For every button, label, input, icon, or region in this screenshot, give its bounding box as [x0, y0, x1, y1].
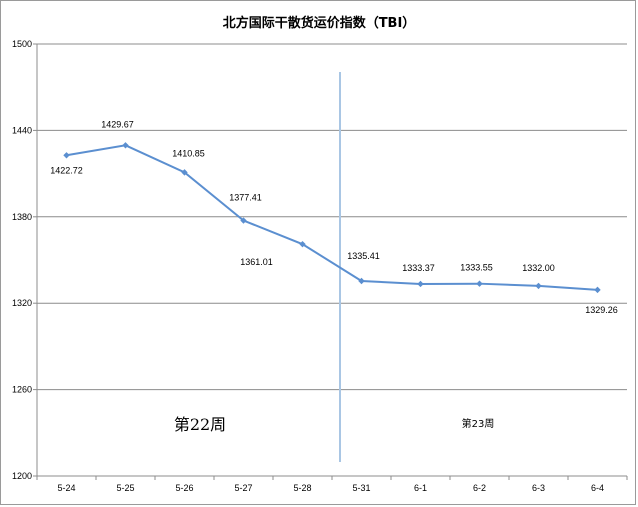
data-point-marker	[417, 280, 424, 288]
data-label: 1429.67	[101, 119, 134, 129]
data-point-marker	[594, 286, 601, 294]
y-tick-label: 1500	[12, 39, 32, 49]
x-tick-label: 5-25	[116, 483, 134, 493]
data-point-marker	[240, 217, 247, 224]
data-point-marker	[476, 280, 483, 287]
chart-title: 北方国际干散货运价指数（TBI）	[222, 16, 416, 31]
data-point-marker	[299, 240, 306, 248]
data-label: 1410.85	[172, 148, 205, 158]
x-tick-label: 5-26	[175, 483, 193, 493]
data-label: 1333.37	[402, 263, 435, 273]
data-point-marker	[358, 277, 365, 285]
data-label: 1333.55	[460, 263, 493, 273]
data-point-marker	[535, 282, 542, 290]
data-label: 1329.26	[585, 305, 618, 315]
y-tick-label: 1200	[12, 471, 32, 481]
data-label: 1332.00	[522, 263, 555, 273]
data-label: 1422.72	[50, 165, 83, 175]
x-tick-label: 6-3	[532, 483, 545, 493]
data-label: 1361.01	[240, 257, 273, 267]
data-point-marker	[122, 142, 129, 149]
x-tick-label: 6-2	[473, 483, 486, 493]
y-tick-label: 1380	[12, 212, 32, 222]
data-label: 1335.41	[347, 251, 380, 261]
x-tick-label: 6-1	[414, 483, 427, 493]
week-23-label: 第23周	[462, 417, 495, 430]
data-point-marker	[181, 169, 188, 176]
x-tick-label: 5-24	[57, 483, 75, 493]
x-tick-label: 5-27	[234, 483, 252, 493]
y-tick-label: 1260	[12, 385, 32, 395]
week-22-label: 第22周	[174, 415, 226, 434]
y-tick-label: 1320	[12, 298, 32, 308]
data-label: 1377.41	[229, 193, 262, 203]
series-line	[66, 144, 598, 291]
data-point-marker	[63, 152, 70, 159]
x-tick-label: 5-31	[352, 483, 370, 493]
x-tick-label: 5-28	[293, 483, 311, 493]
y-tick-label: 1440	[12, 125, 32, 135]
x-tick-label: 6-4	[591, 483, 604, 493]
